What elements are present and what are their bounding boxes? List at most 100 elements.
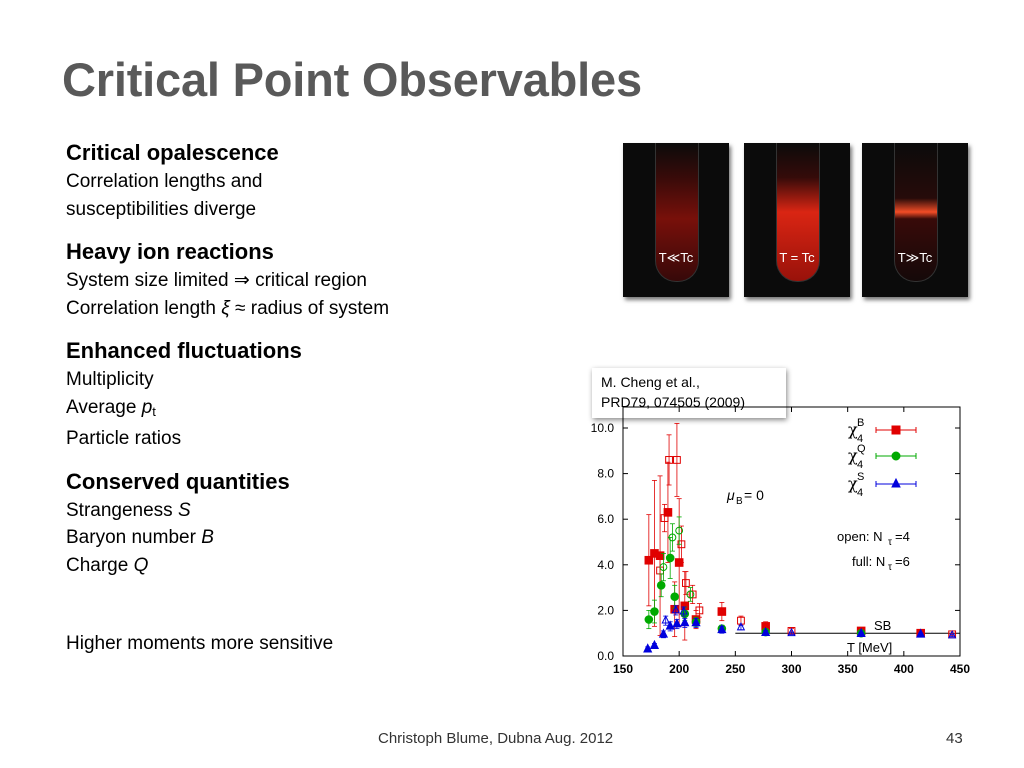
section-1: Heavy ion reactions System size limited ⇒… (66, 237, 566, 322)
data-point-Q-open (675, 526, 684, 535)
section-line: Baryon number B (66, 527, 214, 548)
data-point-B-open (688, 590, 697, 599)
section-line: susceptibilities diverge (66, 198, 257, 220)
section-0: Critical opalescence Correlation lengths … (66, 138, 566, 223)
data-point-S-full (856, 627, 866, 637)
data-point-S-full (643, 643, 653, 653)
legend-sub: 4 (857, 433, 863, 445)
data-point-B-open (682, 579, 690, 587)
data-point-B-open (673, 456, 681, 464)
open-rest: =4 (895, 529, 910, 544)
data-point-S-open (679, 606, 688, 615)
y-tick-label: 4.0 (597, 558, 614, 572)
section-title: Conserved quantities (66, 468, 290, 494)
data-point-B-full (717, 607, 727, 616)
data-point-S-full (649, 639, 660, 650)
data-point-B-open (665, 456, 673, 464)
x-tick-label: 200 (669, 662, 689, 676)
photo-label: T = Tc (779, 250, 815, 265)
test-tube-graphic (655, 143, 699, 282)
data-point-B-open (660, 514, 669, 522)
data-point-B-open (695, 606, 704, 615)
data-point-Q-open (659, 563, 668, 571)
y-tick-label: 0.0 (597, 649, 614, 663)
x-tick-label: 300 (781, 662, 801, 676)
x-tick-label: 150 (613, 662, 633, 676)
y-tick-label: 10.0 (591, 421, 615, 435)
section-title: Enhanced fluctuations (66, 338, 302, 363)
data-point-Q-open (686, 590, 695, 599)
data-point-S-open (661, 615, 670, 624)
legend-sub: 4 (857, 487, 863, 499)
legend-symbol: χ (848, 446, 858, 465)
data-point-S-full (717, 623, 727, 634)
test-tube-graphic (776, 143, 820, 282)
open-sub: τ (888, 537, 892, 548)
data-point-Q-full (665, 553, 675, 563)
test-tube-graphic (894, 143, 938, 282)
tube-photo-2: T≫Tc (862, 143, 968, 297)
data-point-S-open (947, 629, 957, 639)
section-line: Correlation length ξ ≈ radius of system (66, 297, 390, 319)
x-tick-label: 250 (725, 662, 745, 676)
section-line: Average pt (66, 396, 156, 419)
legend-symbol: χ (848, 474, 858, 493)
section-line: Charge Q (66, 554, 149, 576)
sb-label: SB (874, 618, 891, 633)
final-line: Higher moments more sensitive (66, 633, 334, 654)
page-number: 43 (946, 730, 963, 747)
data-point-S-full (691, 617, 701, 627)
x-tick-label: 350 (838, 662, 858, 676)
full-label: full: N (852, 554, 885, 569)
data-point-S-full (672, 618, 682, 628)
data-point-Q-full (670, 592, 679, 602)
legend-symbol: χ (848, 420, 858, 439)
full-sub: τ (888, 562, 892, 573)
section-3: Conserved quantities Strangeness S Baryon … (66, 467, 566, 580)
legend-marker-Q (891, 451, 901, 461)
section-line: Strangeness S (66, 499, 191, 521)
x-tick-label: 450 (950, 662, 970, 676)
open-label: open: N (837, 529, 883, 544)
y-tick-label: 6.0 (597, 512, 614, 526)
y-tick-label: 2.0 (597, 603, 614, 617)
citation-line-1: M. Cheng et al., (601, 374, 700, 390)
x-tick-label: 400 (894, 662, 914, 676)
data-point-S-full (680, 617, 690, 627)
legend-sup: B (857, 417, 864, 429)
section-line: Particle ratios (66, 428, 182, 449)
citation-line-2: PRD79, 074505 (2009) (601, 394, 745, 410)
mu-label: μ (726, 487, 735, 503)
photo-label: T≫Tc (897, 250, 933, 265)
mu-sub: B (736, 496, 743, 507)
data-point-S-open (787, 627, 796, 637)
tube-photo-1: T = Tc (744, 143, 850, 297)
photo-label: T≪Tc (658, 250, 694, 265)
legend-sup: S (857, 471, 864, 483)
data-point-Q-full (656, 581, 666, 590)
section-2: Enhanced fluctuations Multiplicity Average… (66, 336, 566, 453)
footer-text: Christoph Blume, Dubna Aug. 2012 (378, 730, 614, 747)
data-point-S-open (671, 604, 681, 614)
data-point-Q-full (644, 615, 654, 624)
data-point-S-full (916, 628, 926, 638)
section-title: Critical opalescence (66, 140, 279, 165)
legend-sup: Q (857, 443, 866, 455)
citation-box: M. Cheng et al., PRD79, 074505 (2009) (592, 368, 786, 418)
legend-sub: 4 (857, 459, 863, 471)
mu-rest: = 0 (744, 487, 764, 503)
data-point-S-full (658, 628, 669, 638)
section-line: Multiplicity (66, 369, 154, 390)
tube-photo-0: T≪Tc (623, 143, 729, 297)
data-point-S-full (665, 620, 675, 630)
section-title: Heavy ion reactions (66, 239, 274, 264)
data-point-S-open (736, 621, 746, 631)
legend-marker-S (891, 477, 901, 488)
data-point-Q-open (668, 533, 677, 542)
section-line: System size limited ⇒ critical region (66, 270, 368, 291)
data-point-Q-full (650, 607, 659, 616)
y-tick-label: 8.0 (597, 467, 614, 481)
bullet-column: Critical opalescence Correlation lengths … (66, 138, 566, 593)
data-point-B-full (644, 555, 654, 565)
